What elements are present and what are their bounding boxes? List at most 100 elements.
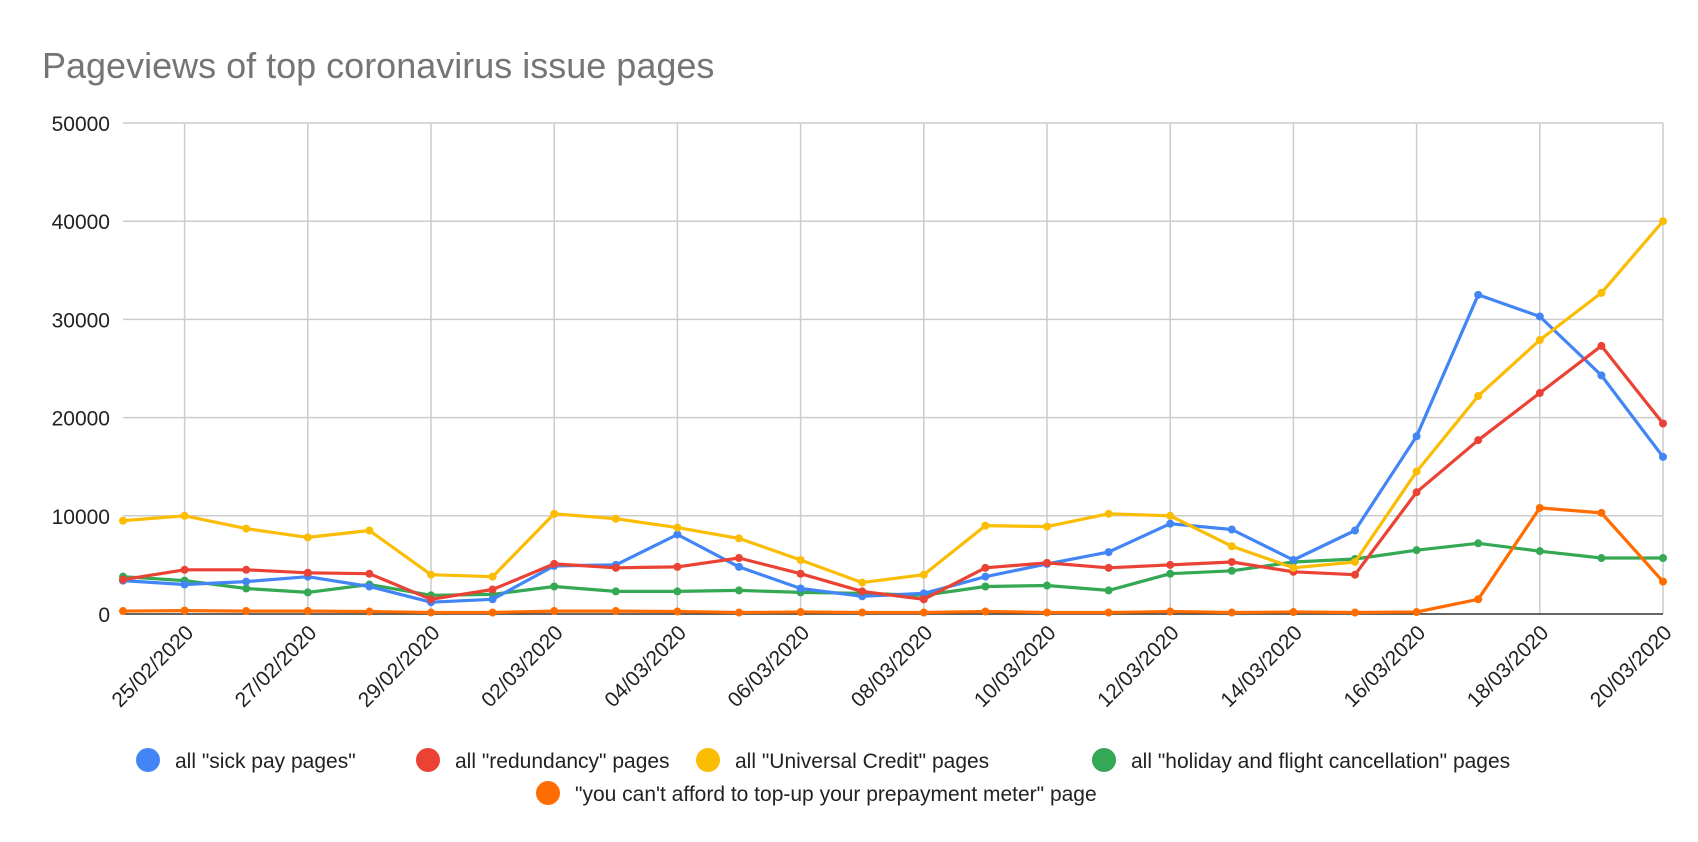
data-point <box>1104 586 1113 595</box>
x-tick-label: 18/03/2020 <box>1463 621 1554 712</box>
data-point <box>1412 488 1421 497</box>
data-point <box>1227 608 1236 617</box>
data-point <box>1412 608 1421 617</box>
data-point <box>1043 558 1051 567</box>
data-point <box>796 584 805 593</box>
series-line <box>121 506 1665 615</box>
series-lines <box>119 217 1667 617</box>
y-axis-ticks: 0 10000 20000 30000 40000 50000 <box>52 113 110 627</box>
data-point <box>242 607 251 616</box>
grid-lines <box>123 122 1664 615</box>
data-point <box>1597 371 1606 380</box>
series-line <box>121 541 1665 597</box>
legend-label: all "redundancy" pages <box>455 750 670 773</box>
data-point <box>488 572 497 581</box>
data-point <box>796 555 805 564</box>
data-point <box>1412 546 1421 555</box>
legend-label: "you can't afford to top-up your prepaym… <box>575 783 1097 806</box>
legend-marker <box>416 748 440 772</box>
series-line <box>121 219 1665 585</box>
data-point <box>119 575 127 584</box>
data-point <box>365 526 374 535</box>
data-point <box>796 569 805 578</box>
data-point <box>303 607 312 616</box>
data-point <box>242 524 251 533</box>
data-point <box>611 607 620 616</box>
y-tick-label: 30000 <box>52 309 110 332</box>
y-tick-label: 10000 <box>52 506 110 529</box>
data-point <box>242 577 251 586</box>
data-point <box>919 570 928 579</box>
data-point <box>673 523 682 532</box>
data-point <box>1474 391 1483 400</box>
data-point <box>303 533 312 542</box>
data-point <box>1289 555 1298 564</box>
data-point <box>1166 569 1175 578</box>
data-point <box>919 608 928 617</box>
data-point <box>180 565 189 574</box>
legend-label: all "Universal Credit" pages <box>735 750 989 773</box>
data-point <box>242 584 251 593</box>
data-point <box>673 587 682 596</box>
x-tick-label: 29/02/2020 <box>354 621 445 712</box>
series-1 <box>119 341 1667 604</box>
data-point <box>673 562 682 571</box>
data-point <box>735 586 743 595</box>
y-tick-label: 0 <box>98 604 110 627</box>
x-tick-label: 06/03/2020 <box>724 621 815 712</box>
data-point <box>1351 608 1359 617</box>
data-point <box>1535 503 1544 512</box>
data-point <box>180 606 189 615</box>
legend-item: all "redundancy" pages <box>416 748 670 773</box>
data-point <box>1474 539 1483 548</box>
series-2 <box>119 217 1667 587</box>
x-tick-label: 10/03/2020 <box>970 621 1061 712</box>
data-point <box>673 607 682 616</box>
data-point <box>611 587 620 596</box>
data-point <box>1166 560 1175 569</box>
data-point <box>180 580 189 589</box>
data-point <box>1104 563 1113 572</box>
data-point <box>303 588 312 597</box>
data-point <box>981 563 990 572</box>
data-point <box>365 569 374 578</box>
data-point <box>1597 288 1606 297</box>
chart-title: Pageviews of top coronavirus issue pages <box>42 45 714 86</box>
legend: all "sick pay pages" all "redundancy" pag… <box>136 748 1510 806</box>
data-point <box>796 608 805 617</box>
legend-marker <box>536 781 560 805</box>
data-point <box>1535 312 1544 321</box>
x-axis-ticks: 25/02/2020 27/02/2020 29/02/2020 02/03/2020… <box>108 621 1677 712</box>
data-point <box>1351 570 1359 579</box>
data-point <box>1043 608 1051 617</box>
y-tick-label: 50000 <box>52 113 110 136</box>
data-point <box>981 582 990 591</box>
data-point <box>427 570 435 579</box>
legend-item: "you can't afford to top-up your prepaym… <box>536 781 1097 806</box>
data-point <box>1659 577 1667 586</box>
data-point <box>427 608 435 617</box>
data-point <box>981 607 990 616</box>
data-point <box>1412 467 1421 476</box>
data-point <box>1227 566 1236 575</box>
data-point <box>1104 509 1113 518</box>
data-point <box>1535 547 1544 556</box>
x-tick-label: 16/03/2020 <box>1340 621 1431 712</box>
data-point <box>735 608 743 617</box>
data-point <box>1289 608 1298 617</box>
data-point <box>1351 526 1359 535</box>
data-point <box>735 534 743 543</box>
legend-marker <box>136 748 160 772</box>
data-point <box>1043 522 1051 531</box>
data-point <box>1659 419 1667 428</box>
data-point <box>365 582 374 591</box>
data-point <box>1227 557 1236 566</box>
data-point <box>303 568 312 577</box>
x-tick-label: 08/03/2020 <box>847 621 938 712</box>
data-point <box>1535 336 1544 345</box>
legend-item: all "sick pay pages" <box>136 748 356 773</box>
data-point <box>735 562 743 571</box>
data-point <box>365 607 374 616</box>
data-point <box>919 595 928 604</box>
